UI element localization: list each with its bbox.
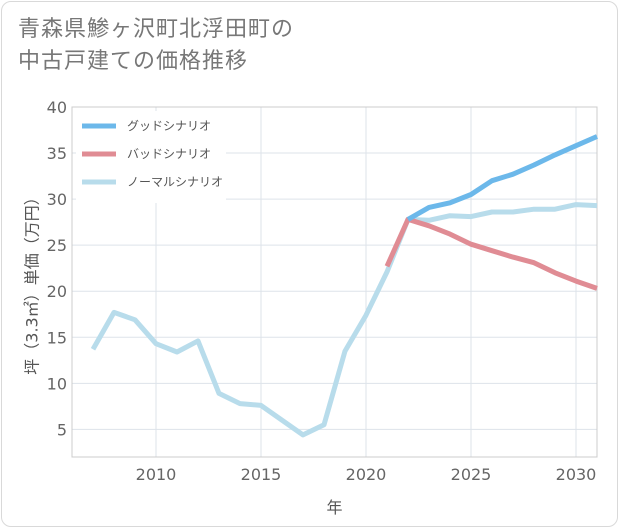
y-tick-label: 35 bbox=[47, 144, 67, 163]
plot-area-frame bbox=[71, 106, 598, 458]
y-tick-label: 25 bbox=[47, 236, 67, 255]
y-axis-label: 坪（3.3㎡）単価（万円） bbox=[23, 189, 42, 374]
x-tick-label: 2025 bbox=[451, 465, 492, 484]
y-tick-label: 30 bbox=[47, 190, 67, 209]
series-lines bbox=[90, 134, 599, 438]
chart-title-line-1: 青森県鯵ヶ沢町北浮田町の bbox=[18, 17, 295, 42]
x-tick-label: 2030 bbox=[556, 465, 597, 484]
x-axis-label: 年 bbox=[326, 498, 342, 517]
y-tick-label: 15 bbox=[47, 328, 67, 347]
y-tick-label: 40 bbox=[47, 98, 67, 117]
legend-entry: グッドシナリオ bbox=[127, 119, 211, 133]
x-tick-label: 2020 bbox=[346, 465, 387, 484]
series-line-1 bbox=[406, 134, 599, 222]
series-line-2 bbox=[384, 216, 598, 291]
x-tick-label: 2010 bbox=[136, 465, 177, 484]
legend-entry: ノーマルシナリオ bbox=[127, 175, 223, 189]
y-tick-label: 5 bbox=[57, 420, 67, 439]
y-tick-label: 10 bbox=[47, 374, 67, 393]
y-tick-label: 20 bbox=[47, 282, 67, 301]
legend-entry: バッドシナリオ bbox=[127, 147, 211, 161]
chart-title-line-2: 中古戸建ての価格推移 bbox=[18, 49, 249, 74]
chart-title: 青森県鯵ヶ沢町北浮田町の 中古戸建ての価格推移 bbox=[18, 14, 538, 78]
series-line-3 bbox=[90, 202, 598, 438]
x-tick-label: 2015 bbox=[241, 465, 282, 484]
